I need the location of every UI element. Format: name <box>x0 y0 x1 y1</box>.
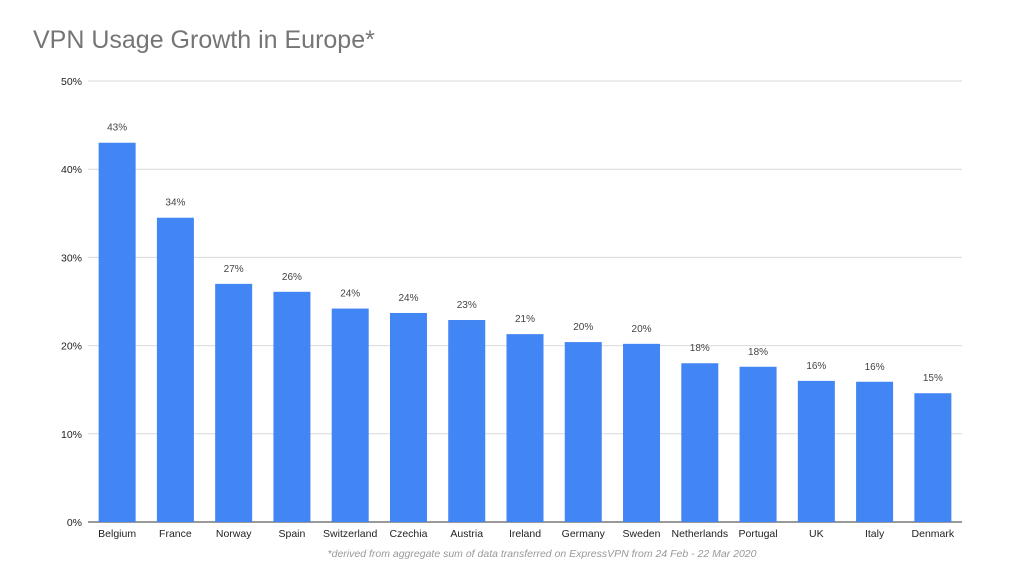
x-tick-label: Norway <box>216 528 252 540</box>
x-tick-label: Portugal <box>739 528 778 540</box>
x-tick-label: Italy <box>865 528 885 540</box>
bar-spain <box>273 291 311 522</box>
data-label: 20% <box>632 324 652 335</box>
x-tick-label: Denmark <box>912 528 955 540</box>
footnote: *derived from aggregate sum of data tran… <box>327 548 757 560</box>
data-label: 16% <box>865 362 885 373</box>
data-label: 16% <box>806 361 826 372</box>
bar-austria <box>448 320 486 522</box>
y-tick-label: 0% <box>67 517 82 529</box>
y-tick-label: 30% <box>61 252 82 264</box>
data-label: 21% <box>515 314 535 325</box>
data-label: 23% <box>457 300 477 311</box>
x-tick-label: Germany <box>562 528 606 540</box>
y-tick-label: 50% <box>61 76 82 88</box>
bar-uk <box>797 380 835 522</box>
data-label: 34% <box>165 198 185 209</box>
x-tick-label: Netherlands <box>671 528 728 540</box>
data-label: 15% <box>923 373 943 384</box>
data-label: 18% <box>748 347 768 358</box>
bar-germany <box>564 342 602 522</box>
x-tick-label: Ireland <box>509 528 541 540</box>
x-tick-label: Belgium <box>98 528 136 540</box>
chart-title: VPN Usage Growth in Europe* <box>33 26 375 54</box>
x-tick-label: Austria <box>450 528 483 540</box>
bar-sweden <box>623 343 661 522</box>
bar-ireland <box>506 334 544 522</box>
x-tick-label: UK <box>809 528 824 540</box>
y-tick-label: 10% <box>61 429 82 441</box>
bar-portugal <box>739 366 777 522</box>
bar-norway <box>215 283 253 522</box>
bar-czechia <box>389 312 427 522</box>
bar-italy <box>856 381 894 522</box>
bar-france <box>156 217 194 522</box>
data-label: 26% <box>282 272 302 283</box>
y-tick-label: 20% <box>61 341 82 353</box>
bar-switzerland <box>331 308 369 522</box>
y-tick-label: 40% <box>61 164 82 176</box>
data-label: 24% <box>340 289 360 300</box>
bar-netherlands <box>681 363 719 522</box>
x-tick-label: Switzerland <box>323 528 377 540</box>
data-label: 20% <box>573 322 593 333</box>
data-label: 27% <box>224 264 244 275</box>
data-label: 43% <box>107 123 127 134</box>
x-tick-label: France <box>159 528 192 540</box>
x-tick-label: Sweden <box>623 528 661 540</box>
data-label: 24% <box>398 293 418 304</box>
x-tick-label: Czechia <box>389 528 427 540</box>
x-tick-label: Spain <box>279 528 306 540</box>
data-label: 18% <box>690 343 710 354</box>
bar-denmark <box>914 393 952 522</box>
bar-belgium <box>98 142 136 523</box>
